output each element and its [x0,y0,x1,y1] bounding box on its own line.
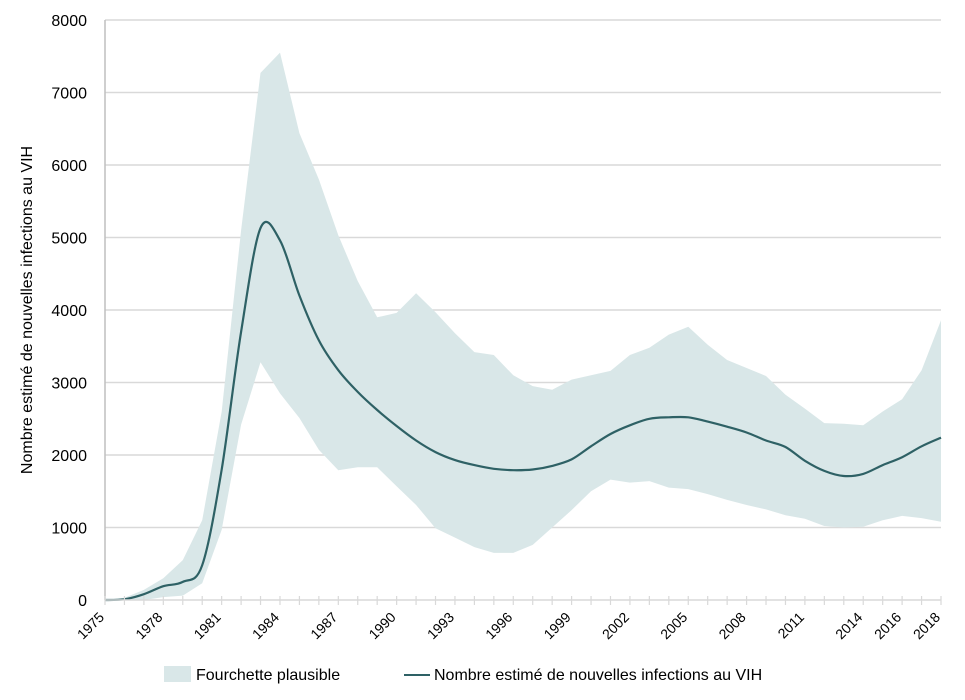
y-tick-label: 1000 [51,521,87,538]
x-tick-label: 1987 [307,609,340,642]
x-tick-label: 1996 [482,609,515,642]
y-tick-label: 3000 [51,376,87,393]
y-tick-label: 6000 [51,158,87,175]
y-tick-label: 5000 [51,231,87,248]
y-tick-label: 8000 [51,13,87,30]
x-tick-label: 1978 [132,609,165,642]
x-tick-label: 2014 [832,609,865,642]
x-tick-label: 2008 [715,609,748,642]
estimate-line [104,220,942,602]
y-tick-label: 2000 [51,448,87,465]
x-tick-label: 2011 [774,609,807,642]
x-tick-label: 1981 [190,609,223,642]
plausible-range-band-layer [105,52,941,601]
legend-band-label: Fourchette plausible [196,667,340,684]
x-tick-labels: 1975 1978 1981 1984 1987 1990 1993 1996 1999 2002… [74,609,943,642]
x-tick-label: 2005 [657,609,690,642]
estimate-line-layer [104,220,942,602]
legend-line-label: Nombre estimé de nouvelles infections au… [434,667,762,684]
y-axis-title: Nombre estimé de nouvelles infections au… [19,146,36,474]
legend-band-swatch [164,666,191,682]
y-tick-label: 7000 [51,86,87,103]
x-tick-label: 1975 [74,609,107,642]
x-tick-label: 1993 [424,609,457,642]
y-tick-label: 0 [78,593,87,610]
x-tick-label: 2002 [599,609,632,642]
x-tick-label: 1984 [249,609,282,642]
x-tick-label: 2016 [871,609,904,642]
y-tick-label: 4000 [51,303,87,320]
plausible-range-band [105,52,941,601]
axes [104,20,942,605]
x-tick-label: 1999 [540,609,573,642]
y-tick-labels: 0 1000 2000 3000 4000 5000 6000 7000 8000 [51,13,87,610]
legend: Fourchette plausible Nombre estimé de no… [164,666,762,684]
x-tick-label: 1990 [365,609,398,642]
x-tick-label: 2018 [910,609,943,642]
